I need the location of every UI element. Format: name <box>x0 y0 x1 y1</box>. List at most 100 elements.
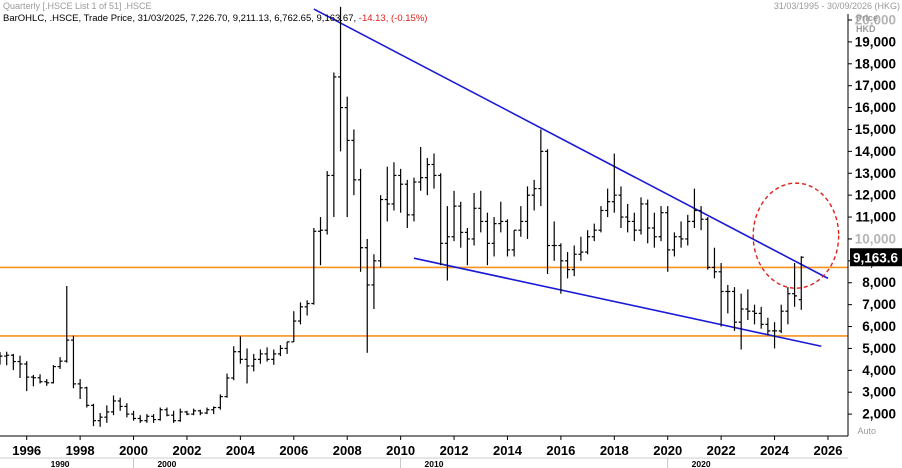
x-tick-label: 2000 <box>119 443 148 458</box>
ohlc-bar <box>745 289 751 320</box>
ohlc-bar <box>478 190 484 233</box>
ohlc-bar <box>151 414 157 423</box>
ohlc-bar <box>765 317 771 336</box>
ohlc-bar <box>211 406 217 415</box>
y-tick-label: 3,000 <box>862 385 896 400</box>
decade-label: 2010 <box>425 459 444 468</box>
ohlc-bar <box>57 357 63 370</box>
ohlc-bar <box>324 171 330 235</box>
ohlc-bar <box>311 228 317 305</box>
y-tick-label: 8,000 <box>862 275 896 290</box>
ohlc-bar <box>184 410 190 416</box>
last-price-badge <box>850 248 902 267</box>
ohlc-bar <box>244 348 250 384</box>
ohlc-bar <box>511 229 517 257</box>
ohlc-bar <box>631 212 637 242</box>
highlight-circle <box>752 182 840 289</box>
ohlc-bar <box>358 168 364 272</box>
trendline <box>313 8 829 280</box>
x-tick-label: 2012 <box>440 443 469 458</box>
ohlc-bar <box>204 407 210 415</box>
ohlc-bar <box>37 374 43 384</box>
ohlc-bar <box>524 186 530 239</box>
ohlc-bar <box>785 287 791 325</box>
ohlc-bar <box>344 96 350 218</box>
ohlc-bar <box>411 177 417 222</box>
ohlc-bar <box>371 254 377 310</box>
ohlc-bar <box>438 173 444 266</box>
ohlc-bar <box>731 287 737 331</box>
ohlc-bar <box>404 179 410 228</box>
y-tick-label: 13,000 <box>855 166 896 181</box>
ohlc-bar <box>384 166 390 222</box>
ohlc-bar <box>618 186 624 228</box>
ohlc-bar <box>738 293 744 350</box>
y-tick-label: 11,000 <box>855 210 896 225</box>
y-tick-label: 18,000 <box>855 56 896 71</box>
y-tick-label: 12,000 <box>855 188 896 203</box>
ohlc-bar <box>378 195 384 268</box>
ohlc-bar <box>124 403 130 418</box>
ohlc-bar <box>538 129 544 207</box>
y-tick-label: 14,000 <box>855 144 896 159</box>
ohlc-bar <box>44 379 50 386</box>
ohlc-bar <box>391 162 397 211</box>
ohlc-bar <box>578 236 584 261</box>
ohlc-bar <box>565 252 571 279</box>
ohlc-bar <box>10 353 16 371</box>
ohlc-bar <box>144 414 150 423</box>
ohlc-bar <box>84 386 90 408</box>
ohlc-bar <box>271 349 277 365</box>
y-tick-label: 10,000 <box>855 231 896 246</box>
ohlc-bar <box>691 188 697 228</box>
ohlc-bar <box>591 223 597 242</box>
ohlc-bar <box>171 410 177 423</box>
ohlc-bar <box>197 409 203 416</box>
ohlc-bar <box>97 413 103 427</box>
ohlc-bar <box>237 336 243 364</box>
ohlc-bar <box>625 203 631 233</box>
ohlc-bar <box>351 129 357 196</box>
ohlc-bar <box>111 395 117 416</box>
ohlc-bar <box>364 238 370 353</box>
ohlc-bar <box>251 353 257 372</box>
x-tick-label: 2022 <box>707 443 736 458</box>
x-tick-label: 2024 <box>760 443 790 458</box>
trendlines <box>313 8 829 348</box>
y-tick-label: 2,000 <box>862 407 896 422</box>
ohlc-bar <box>464 228 470 266</box>
ohlc-bar <box>571 245 577 277</box>
y-tick-label: 20,000 <box>855 13 896 28</box>
series-info-text: BarOHLC, .HSCE, Trade Price, 31/03/2025,… <box>3 13 357 24</box>
ohlc-bar <box>164 407 170 417</box>
x-tick-label: 2014 <box>493 443 523 458</box>
ohlc-bar <box>291 311 297 343</box>
series-info: BarOHLC, .HSCE, Trade Price, 31/03/2025,… <box>3 12 427 25</box>
ohlc-bar <box>191 408 197 416</box>
ohlc-bar <box>231 346 237 381</box>
chart-header: Quarterly [.HSCE List 1 of 51] .HSCE 31/… <box>0 0 902 13</box>
ohlc-bar <box>104 405 110 423</box>
ohlc-bar <box>424 157 430 196</box>
ohlc-bar <box>484 212 490 266</box>
ohlc-bar <box>284 341 290 354</box>
auto-scale-label: Auto <box>857 426 876 436</box>
ohlc-bar <box>705 217 711 270</box>
ohlc-bar <box>137 415 143 423</box>
ohlc-bar <box>758 306 764 329</box>
trendline <box>413 257 822 348</box>
ohlc-bar <box>338 6 344 152</box>
x-tick-label: 2004 <box>226 443 256 458</box>
ohlc-bar <box>177 408 183 422</box>
last-price-marker: 9,163.6 <box>850 248 902 267</box>
x-axis: 1996 1998 2000 2002 2004 2006 2008 2010 2012 2014… <box>0 426 876 468</box>
ohlc-bar <box>711 247 717 279</box>
ohlc-bar <box>217 394 223 410</box>
unit-label-currency: HKD <box>856 24 876 34</box>
ohlc-bar <box>30 374 36 387</box>
ohlc-bar <box>798 256 804 310</box>
ohlc-bar <box>0 352 3 365</box>
x-tick-label: 2002 <box>172 443 201 458</box>
ohlc-bar <box>117 397 123 411</box>
